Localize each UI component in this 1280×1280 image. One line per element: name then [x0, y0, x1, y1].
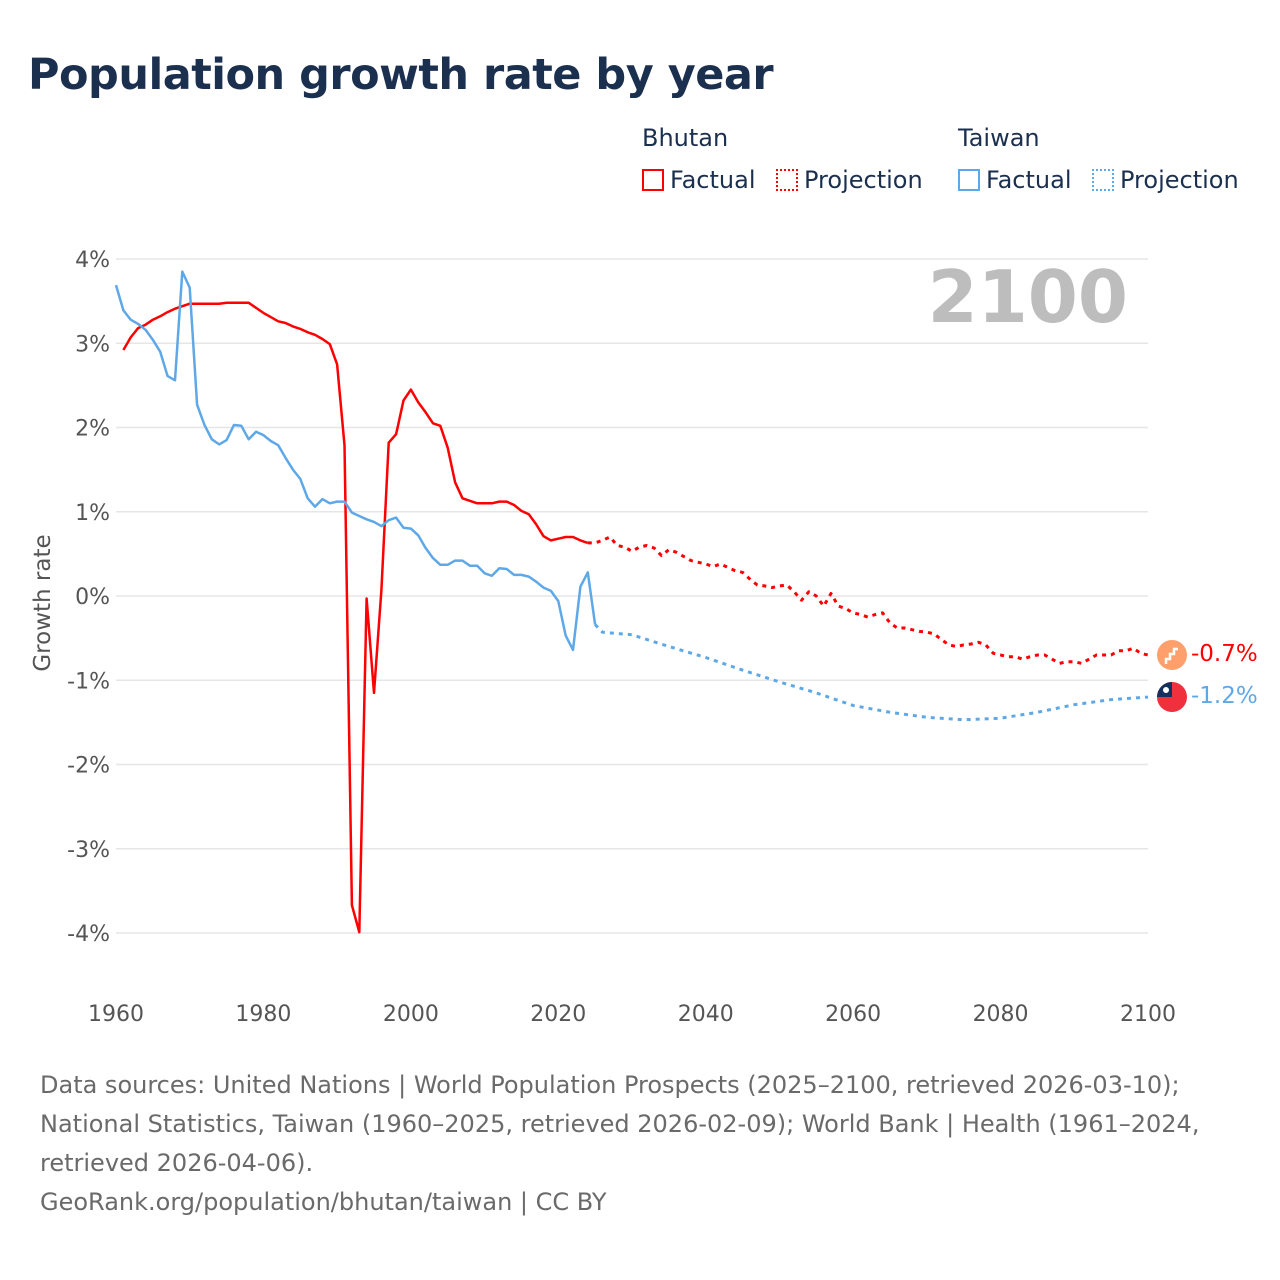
x-tick-label: 2040 — [678, 1002, 734, 1027]
x-tick-label: 2080 — [973, 1002, 1029, 1027]
taiwan-factual-line — [114, 270, 597, 652]
legend-taiwan-factual[interactable]: Factual — [958, 166, 1072, 194]
legend-group-bhutan: Bhutan — [642, 124, 729, 152]
legend-label: Factual — [986, 166, 1072, 194]
data-sources: Data sources: United Nations | World Pop… — [40, 1071, 1200, 1177]
footer: Data sources: United Nations | World Pop… — [40, 1066, 1250, 1222]
legend-label: Factual — [670, 166, 756, 194]
x-tick-label: 1960 — [88, 1002, 144, 1027]
x-tick-label: 1980 — [235, 1002, 291, 1027]
legend-swatch-dotted — [1092, 169, 1114, 191]
legend-bhutan-projection[interactable]: Projection — [776, 166, 923, 194]
legend-label: Projection — [1120, 166, 1239, 194]
x-tick-label: 2060 — [825, 1002, 881, 1027]
y-tick-label: 2% — [75, 417, 110, 442]
legend-group-taiwan: Taiwan — [958, 124, 1040, 152]
bhutan-projection-line — [587, 535, 1149, 665]
page-title: Population growth rate by year — [28, 50, 774, 100]
y-tick-label: 1% — [75, 501, 110, 526]
y-tick-label: -4% — [67, 922, 110, 947]
y-tick-label: 0% — [75, 585, 110, 610]
legend-label: Projection — [804, 166, 923, 194]
legend-bhutan-factual[interactable]: Factual — [642, 166, 756, 194]
y-tick-label: 4% — [75, 248, 110, 273]
bhutan-end-label: -0.7% — [1191, 641, 1258, 667]
legend-swatch-dotted — [776, 169, 798, 191]
legend-swatch-solid — [958, 169, 980, 191]
taiwan-end-label: -1.2% — [1191, 683, 1258, 709]
source-link[interactable]: GeoRank.org/population/bhutan/taiwan | C… — [40, 1188, 607, 1216]
y-axis-label: Growth rate — [30, 534, 56, 671]
line-chart: 4% 3% 2% 1% 0% -1% -2% -3% -4% 1960 1980 2000 2020 20… — [30, 248, 1258, 1027]
year-watermark: 2100 — [928, 255, 1128, 339]
x-tick-label: 2000 — [383, 1002, 439, 1027]
y-tick-label: 3% — [75, 332, 110, 357]
x-tick-label: 2020 — [530, 1002, 586, 1027]
bhutan-flag-icon — [1157, 640, 1187, 670]
taiwan-flag-icon — [1157, 682, 1187, 712]
bhutan-factual-line — [122, 301, 589, 934]
y-tick-label: -2% — [67, 754, 110, 779]
legend-taiwan-projection[interactable]: Projection — [1092, 166, 1239, 194]
y-tick-label: -1% — [67, 669, 110, 694]
x-tick-label: 2100 — [1120, 1002, 1176, 1027]
legend-swatch-solid — [642, 169, 664, 191]
taiwan-projection-line — [594, 623, 1149, 722]
y-tick-label: -3% — [67, 838, 110, 863]
